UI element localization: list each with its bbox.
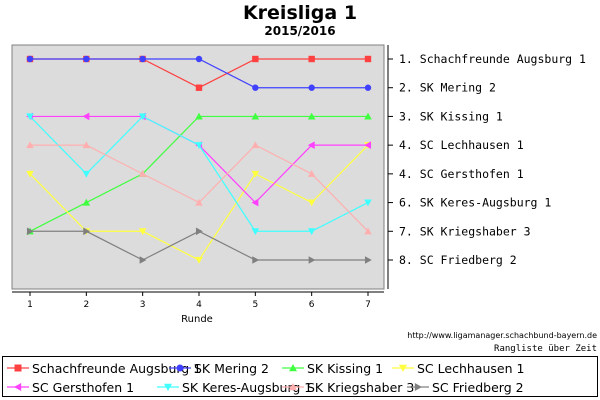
point-s3-r6 xyxy=(307,112,316,120)
point-s8-r7 xyxy=(364,256,372,264)
point-s7-r2 xyxy=(82,141,91,149)
point-s3-r2 xyxy=(82,198,91,206)
legend-label: SC Lechhausen 1 xyxy=(417,360,525,376)
point-s4-r6 xyxy=(307,199,316,207)
point-s8-r2 xyxy=(83,227,91,236)
point-s3-r7 xyxy=(364,112,372,120)
point-s1-r7 xyxy=(364,55,372,63)
point-s4-r1 xyxy=(26,170,34,178)
point-s6-r5 xyxy=(251,228,260,236)
point-s7-r1 xyxy=(26,141,34,149)
point-s7-r4 xyxy=(195,198,203,206)
legend-label: SK Mering 2 xyxy=(194,360,269,376)
point-s8-r1 xyxy=(26,227,34,236)
point-s8-r5 xyxy=(252,256,260,264)
x-tick-label-7: 7 xyxy=(365,300,371,310)
chart-caption: Rangliste über Zeit xyxy=(494,344,597,354)
point-s2-r7 xyxy=(364,84,372,91)
x-tick-label-1: 1 xyxy=(27,300,33,310)
y-tick-label-6: 6. SK Keres-Augsburg 1 xyxy=(399,196,551,210)
legend-swatch xyxy=(169,364,191,372)
legend-item: SK Mering 2 xyxy=(168,359,269,377)
point-s3-r4 xyxy=(195,112,203,120)
x-tick-label-4: 4 xyxy=(196,300,202,310)
point-s2-r5 xyxy=(252,84,259,91)
chart-title: Kreisliga 1 xyxy=(242,2,358,24)
legend-swatch xyxy=(7,383,29,391)
y-tick-label-5: 4. SC Gersthofen 1 xyxy=(399,167,524,181)
point-s1-r5 xyxy=(252,55,259,63)
point-s6-r2 xyxy=(82,170,91,178)
y-tick-label-3: 3. SK Kissing 1 xyxy=(399,109,503,123)
point-s8-r4 xyxy=(195,227,203,236)
legend-label: SK Kissing 1 xyxy=(307,360,384,376)
x-tick-label-3: 3 xyxy=(140,300,146,310)
y-tick-label-1: 1. Schachfreunde Augsburg 1 xyxy=(399,52,586,66)
legend-label: SK Kriegshaber 3 xyxy=(307,379,415,395)
point-s2-r4 xyxy=(195,55,203,63)
legend-swatch xyxy=(407,383,429,391)
y-tick-label-4: 4. SC Lechhausen 1 xyxy=(399,138,524,152)
legend-label: SK Keres-Augsburg 1 xyxy=(182,379,313,395)
point-s2-r3 xyxy=(139,55,146,63)
legend-item: SC Gersthofen 1 xyxy=(6,378,134,396)
legend-swatch xyxy=(282,364,304,372)
point-s4-r4 xyxy=(195,256,203,264)
legend-label: SC Gersthofen 1 xyxy=(32,379,135,395)
rank-chart: 1 2 3 4 5 6 7 1. Schachfreunde Augsburg 1 2. SK … xyxy=(11,44,586,325)
point-s4-r5 xyxy=(251,170,260,178)
point-s1-r6 xyxy=(308,55,315,63)
point-s2-r2 xyxy=(83,55,90,63)
legend-swatch xyxy=(392,364,414,372)
point-s5-r7 xyxy=(364,141,372,149)
point-s1-r4 xyxy=(195,84,203,91)
point-s5-r6 xyxy=(307,141,315,149)
point-s5-r5 xyxy=(251,198,259,207)
y-tick-label-8: 8. SC Friedberg 2 xyxy=(399,253,517,267)
x-tick-label-2: 2 xyxy=(83,300,89,310)
legend-swatch xyxy=(282,383,304,391)
legend-item: SC Friedberg 2 xyxy=(406,378,524,396)
legend-item: Schachfreunde Augsburg 1 xyxy=(6,359,201,377)
source-url: http://www.ligamanager.schachbund-bayern… xyxy=(407,331,597,340)
legend-item: SK Kissing 1 xyxy=(281,359,383,377)
legend-swatch xyxy=(157,383,179,391)
point-s5-r2 xyxy=(82,112,90,121)
point-s3-r5 xyxy=(251,112,260,120)
legend-label: SC Friedberg 2 xyxy=(432,379,524,395)
legend: Schachfreunde Augsburg 1 SK Mering 2 SK Ki… xyxy=(2,356,598,397)
point-s8-r6 xyxy=(308,256,316,264)
legend-item: SC Lechhausen 1 xyxy=(391,359,524,377)
y-tick-label-2: 2. SK Mering 2 xyxy=(399,81,496,95)
x-axis-label: Runde xyxy=(181,314,213,325)
point-s6-r6 xyxy=(307,228,316,236)
x-tick-label-5: 5 xyxy=(252,300,258,310)
point-s6-r4 xyxy=(195,142,203,149)
x-tick-label-6: 6 xyxy=(309,300,315,310)
point-s7-r6 xyxy=(307,170,316,177)
point-s7-r3 xyxy=(138,170,147,177)
point-s4-r3 xyxy=(138,228,147,236)
point-s7-r7 xyxy=(364,227,372,235)
legend-swatch xyxy=(7,364,29,372)
point-s8-r3 xyxy=(139,256,147,264)
point-s7-r5 xyxy=(251,141,260,149)
plot-area xyxy=(11,44,385,290)
y-tick-label-7: 7. SK Kriegshaber 3 xyxy=(399,224,531,238)
legend-item: SK Keres-Augsburg 1 xyxy=(156,378,312,396)
legend-item: SK Kriegshaber 3 xyxy=(281,378,414,396)
point-s6-r1 xyxy=(26,113,34,121)
point-s6-r7 xyxy=(364,199,372,207)
point-s2-r1 xyxy=(26,55,34,63)
legend-label: Schachfreunde Augsburg 1 xyxy=(32,360,202,376)
chart-subtitle: 2015/2016 xyxy=(264,24,336,38)
point-s2-r6 xyxy=(308,84,315,91)
point-s6-r3 xyxy=(138,113,147,121)
